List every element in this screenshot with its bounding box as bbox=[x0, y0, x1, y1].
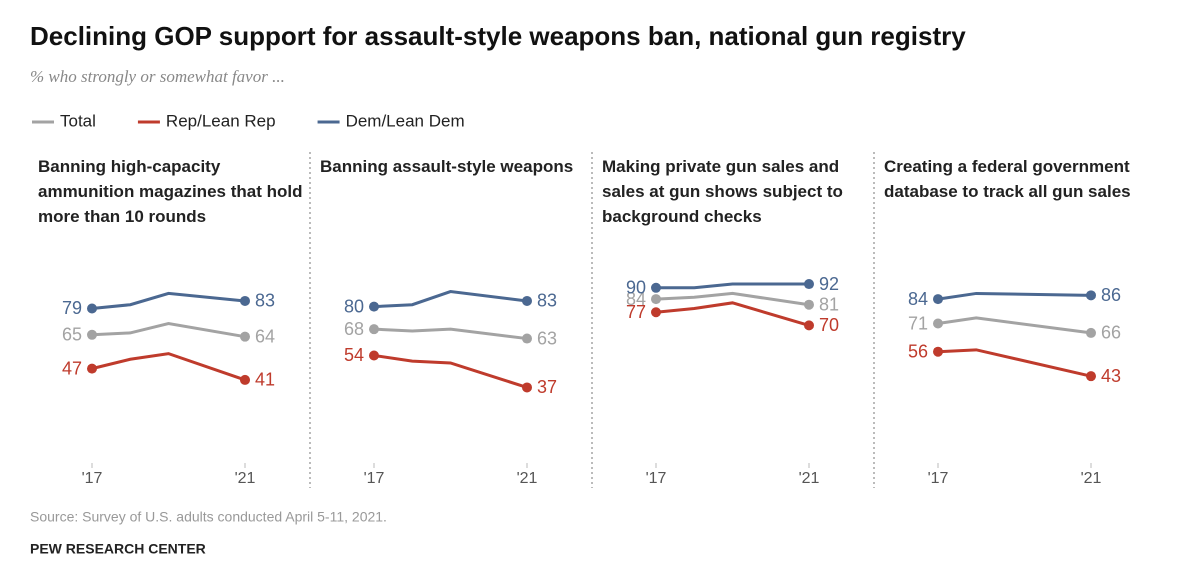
panel-title: Making private gun sales and sales at gu… bbox=[602, 157, 843, 226]
point bbox=[240, 331, 250, 342]
point bbox=[1086, 327, 1096, 338]
panel-title: Creating a federal government database t… bbox=[884, 157, 1131, 201]
point bbox=[240, 374, 250, 385]
legend-label: Total bbox=[60, 111, 96, 130]
series-line bbox=[91, 291, 246, 310]
point bbox=[651, 307, 661, 318]
series-line bbox=[656, 282, 809, 290]
value-label: 83 bbox=[537, 291, 557, 311]
value-label: 81 bbox=[819, 294, 839, 314]
series-line bbox=[91, 352, 246, 382]
panel-title: Banning high-capacity ammunition magazin… bbox=[38, 157, 303, 226]
value-label: 66 bbox=[1101, 323, 1121, 343]
series-line bbox=[91, 321, 246, 339]
value-label: 54 bbox=[344, 345, 364, 365]
x-tick-label: '17 bbox=[82, 470, 103, 487]
value-label: 84 bbox=[626, 289, 646, 309]
series-line bbox=[655, 301, 810, 327]
series-line bbox=[937, 316, 1092, 335]
x-tick-label: '17 bbox=[928, 470, 949, 487]
point bbox=[804, 320, 814, 331]
legend-label: Dem/Lean Dem bbox=[346, 111, 465, 130]
point bbox=[522, 333, 532, 344]
x-tick-label: '21 bbox=[1081, 470, 1102, 487]
point bbox=[651, 282, 661, 293]
point bbox=[522, 382, 532, 393]
point bbox=[240, 295, 250, 306]
value-label: 47 bbox=[62, 358, 82, 378]
value-label: 77 bbox=[626, 302, 646, 322]
panel-title: Banning assault-style weapons bbox=[320, 157, 574, 176]
value-label: 80 bbox=[344, 296, 364, 316]
value-label: 86 bbox=[1101, 285, 1121, 305]
x-tick-label: '17 bbox=[364, 470, 385, 487]
value-label: 71 bbox=[908, 313, 928, 333]
value-label: 79 bbox=[62, 298, 82, 318]
series-line bbox=[373, 353, 528, 389]
series-line bbox=[937, 348, 1092, 378]
point bbox=[87, 303, 97, 314]
x-tick-label: '21 bbox=[517, 470, 538, 487]
point bbox=[1086, 371, 1096, 382]
point bbox=[804, 299, 814, 310]
value-label: 41 bbox=[255, 370, 275, 390]
source: Source: Survey of U.S. adults conducted … bbox=[30, 509, 387, 525]
point bbox=[804, 279, 814, 290]
series-line bbox=[655, 291, 810, 307]
point bbox=[369, 324, 379, 335]
value-label: 92 bbox=[819, 274, 839, 294]
value-label: 84 bbox=[908, 289, 928, 309]
point bbox=[933, 346, 943, 357]
value-label: 90 bbox=[626, 278, 646, 298]
value-label: 43 bbox=[1101, 366, 1121, 386]
value-label: 37 bbox=[537, 377, 557, 397]
value-label: 83 bbox=[255, 291, 275, 311]
point bbox=[933, 294, 943, 305]
point bbox=[87, 363, 97, 374]
value-label: 65 bbox=[62, 325, 82, 345]
point bbox=[1086, 290, 1096, 301]
point bbox=[369, 350, 379, 361]
value-label: 56 bbox=[908, 341, 928, 361]
value-label: 63 bbox=[537, 328, 557, 348]
subtitle: % who strongly or somewhat favor ... bbox=[30, 67, 285, 86]
x-tick-label: '21 bbox=[235, 470, 256, 487]
value-label: 68 bbox=[344, 319, 364, 339]
series-line bbox=[937, 291, 1092, 301]
point bbox=[933, 318, 943, 329]
point bbox=[87, 329, 97, 340]
value-label: 64 bbox=[255, 326, 275, 346]
legend-label: Rep/Lean Rep bbox=[166, 111, 276, 130]
series-line bbox=[373, 327, 528, 341]
chart-title: Declining GOP support for assault-style … bbox=[30, 21, 966, 51]
point bbox=[651, 294, 661, 305]
series-line bbox=[373, 290, 528, 309]
point bbox=[522, 295, 532, 306]
value-label: 70 bbox=[819, 315, 839, 335]
x-tick-label: '21 bbox=[799, 470, 820, 487]
point bbox=[369, 301, 379, 312]
credit: PEW RESEARCH CENTER bbox=[30, 541, 206, 557]
x-tick-label: '17 bbox=[646, 470, 667, 487]
